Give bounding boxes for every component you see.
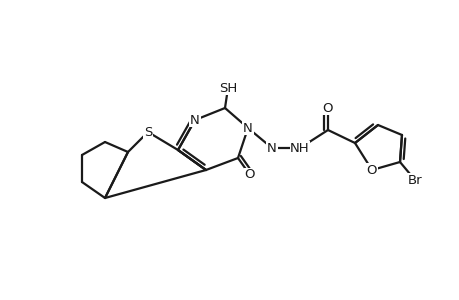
Text: N: N [243, 122, 252, 134]
Text: O: O [322, 101, 332, 115]
Text: SH: SH [218, 82, 236, 94]
Text: O: O [366, 164, 376, 176]
Text: S: S [144, 125, 152, 139]
Text: Br: Br [407, 173, 421, 187]
Text: NH: NH [290, 142, 309, 154]
Text: O: O [244, 169, 255, 182]
Text: N: N [190, 113, 200, 127]
Text: N: N [267, 142, 276, 154]
